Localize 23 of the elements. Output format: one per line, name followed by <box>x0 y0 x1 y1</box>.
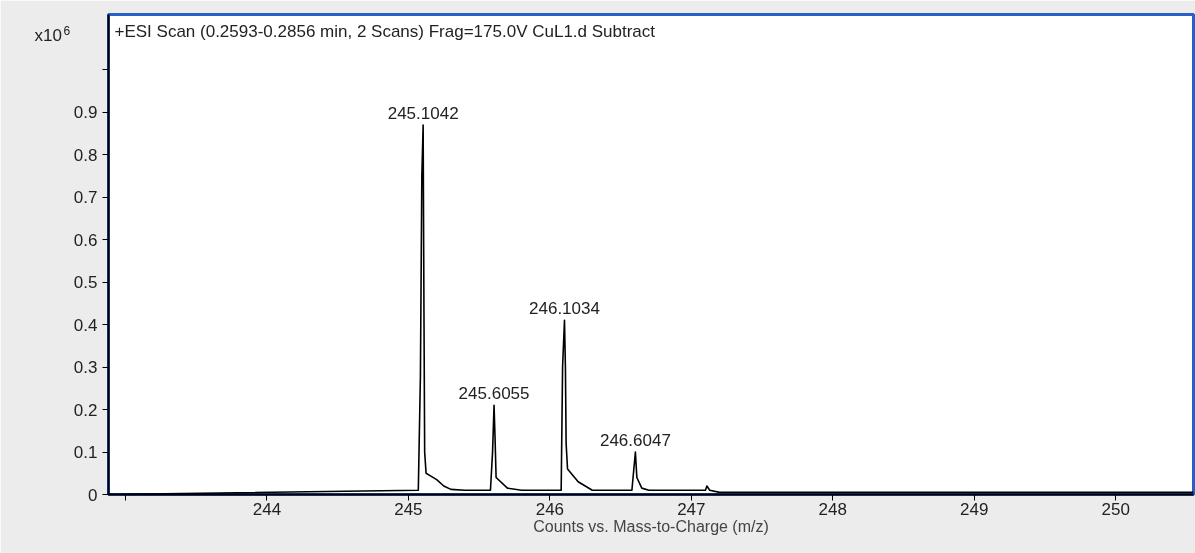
y-tick-label: 0.1 <box>73 443 98 463</box>
y-tick-label: 0.2 <box>73 400 98 420</box>
x-tick-label: 245 <box>394 499 423 519</box>
y-tick-label: 0.5 <box>73 273 98 293</box>
x-tick-label: 250 <box>1101 499 1130 519</box>
x-tick-label: 244 <box>252 499 282 519</box>
y-tick-label: 0.3 <box>73 358 98 378</box>
y-tick-label: 0.6 <box>73 230 98 250</box>
x-tick-label: 246 <box>535 499 565 519</box>
y-tick-label: 0.7 <box>73 188 98 208</box>
x-tick-label: 248 <box>818 499 847 519</box>
y-tick-label: 0 <box>88 485 98 505</box>
y-tick-label: 0.9 <box>73 103 98 123</box>
annotation: 245.1042 <box>387 103 459 123</box>
annotation: 246.6047 <box>599 431 671 451</box>
x-tick-label: 247 <box>677 499 706 519</box>
annotation: 245.6055 <box>458 384 530 404</box>
y-tick-label: 0.4 <box>73 315 98 335</box>
chart-title: +ESI Scan (0.2593-0.2856 min, 2 Scans) Frag=175.0V CuL1.d Subtract <box>114 21 656 41</box>
y-tick-label: 0.8 <box>73 145 98 165</box>
x-tick-label: 249 <box>960 499 989 519</box>
x-axis-title: Counts vs. Mass-to-Charge (m/z) <box>533 517 769 535</box>
annotation: 246.1034 <box>529 299 600 319</box>
